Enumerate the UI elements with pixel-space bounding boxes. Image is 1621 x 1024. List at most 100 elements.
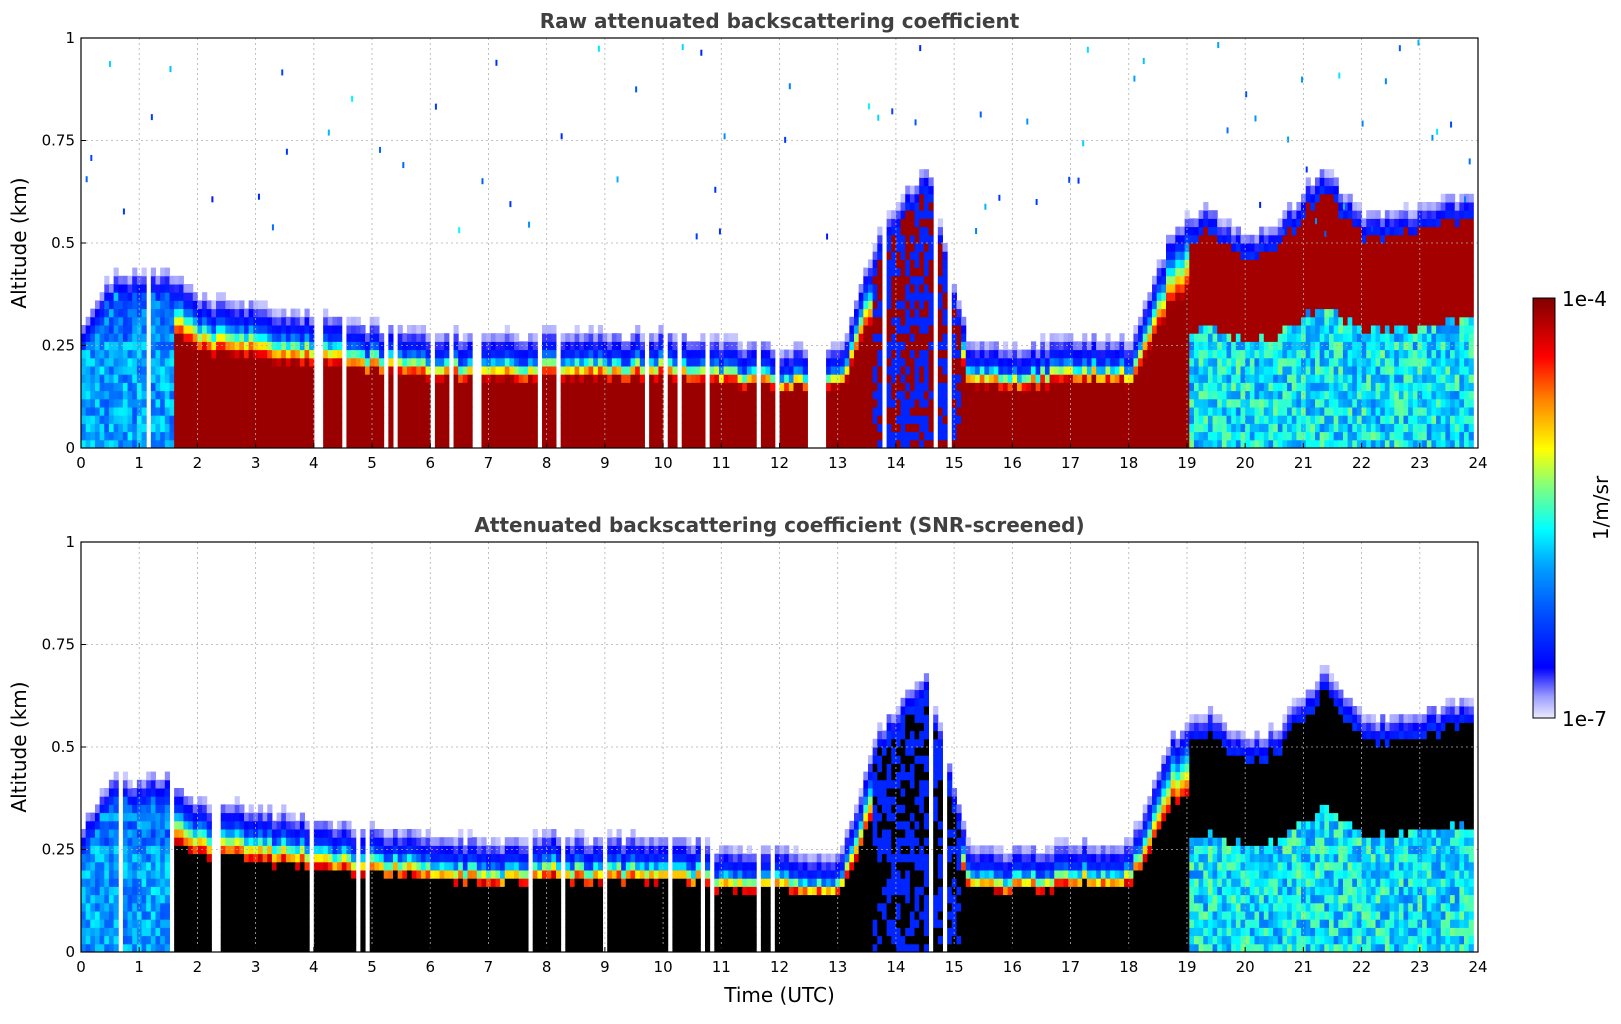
heatmap-cell [709,431,715,441]
heatmap-cell [923,218,930,228]
heatmap-cell [1394,415,1400,424]
heatmap-cell [732,439,739,449]
heatmap-cell [1207,325,1214,334]
heatmap-cell [751,349,757,359]
heatmap-cell [1366,316,1372,326]
heatmap-cell [1398,431,1404,441]
heatmap-cell [155,423,161,433]
heatmap-cell [551,415,557,424]
heatmap-cell [1077,439,1083,449]
heatmap-cell [1100,382,1106,392]
heatmap-cell [420,374,427,383]
heatmap-cell [1058,431,1065,441]
heatmap-cell [1287,357,1293,367]
heatmap-cell [169,300,175,310]
heatmap-cell [1254,300,1260,310]
heatmap-cell [1342,316,1349,326]
heatmap-cell [611,382,618,392]
heatmap-cell [937,292,943,301]
heatmap-cell [504,382,510,392]
heatmap-cell [150,267,157,277]
heatmap-cell [1338,382,1344,392]
heatmap-cell [1366,382,1372,392]
heatmap-cell [1268,431,1274,441]
heatmap-cell [104,407,110,416]
heatmap-cell [434,333,441,342]
heatmap-cell [1091,349,1097,359]
heatmap-cell [1273,292,1279,301]
heatmap-cell [937,234,943,244]
heatmap-cell [248,308,254,318]
heatmap-cell [989,423,995,433]
heatmap-cell [1259,390,1265,400]
heatmap-cell [1356,382,1363,392]
heatmap-cell [1030,374,1037,383]
heatmap-cell [1310,267,1316,277]
heatmap-cell [406,366,413,375]
heatmap-cell [1105,366,1111,375]
noise-speck [718,228,721,235]
heatmap-cell [225,398,231,408]
heatmap-cell [928,357,934,367]
heatmap-cell [895,398,902,408]
heatmap-cell [323,366,329,375]
heatmap-cell [439,407,445,416]
heatmap-cell [174,374,180,383]
heatmap-cell [625,407,631,416]
heatmap-cell [504,398,510,408]
heatmap-cell [150,390,157,400]
heatmap-cell [276,366,282,375]
heatmap-cell [1315,325,1321,334]
heatmap-cell [122,341,129,351]
heatmap-cell [891,275,897,285]
heatmap-cell [285,349,292,359]
heatmap-cell [1166,415,1172,424]
noise-speck [1086,46,1089,53]
heatmap-cell [420,423,427,433]
heatmap-cell [299,357,306,367]
heatmap-cell [1221,251,1228,260]
heatmap-cell [1277,292,1283,301]
heatmap-cell [551,349,557,359]
heatmap-cell [1156,374,1162,383]
heatmap-cell [248,357,254,367]
heatmap-cell [1100,374,1106,383]
heatmap-cell [1030,398,1037,408]
heatmap-cell [309,333,315,342]
heatmap-cell [1212,267,1218,277]
heatmap-cell [178,333,184,342]
heatmap-cell [1026,415,1032,424]
heatmap-cell [160,398,166,408]
heatmap-cell [1128,349,1134,359]
heatmap-cell [332,325,338,334]
heatmap-cell [956,407,962,416]
heatmap-cell [113,431,119,441]
heatmap-cell [714,431,720,441]
heatmap-cell [85,325,91,334]
heatmap-cell [840,349,846,359]
heatmap-cell [1291,423,1297,433]
heatmap-cell [332,431,338,441]
heatmap-cell [1366,349,1372,359]
heatmap-cell [942,407,948,416]
heatmap-cell [830,407,836,416]
heatmap-cell [1203,423,1209,433]
heatmap-cell [1240,439,1246,449]
heatmap-cell [1319,349,1325,359]
heatmap-cell [164,431,170,441]
heatmap-cell [397,407,403,416]
heatmap-cell [1193,407,1200,416]
heatmap-cell [523,407,529,416]
heatmap-cell [691,366,697,375]
heatmap-cell [1044,398,1051,408]
heatmap-cell [709,415,715,424]
heatmap-cell [444,390,450,400]
heatmap-cell [108,398,115,408]
heatmap-cell [94,366,101,375]
heatmap-cell [1235,374,1242,383]
heatmap-cell [528,398,534,408]
heatmap-cell [1072,341,1079,351]
heatmap-cell [113,366,119,375]
heatmap-cell [155,366,161,375]
heatmap-cell [1003,341,1009,351]
